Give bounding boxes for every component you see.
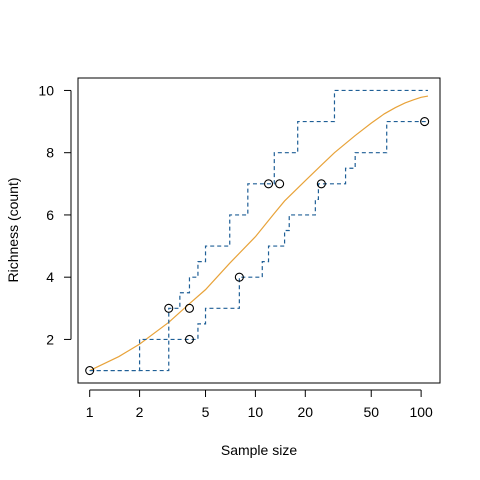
- x-tick-label: 2: [136, 404, 144, 420]
- y-tick-label: 4: [46, 269, 54, 285]
- x-axis: 1 2 5 10 20 50 100: [86, 389, 433, 420]
- y-tick-label: 2: [46, 331, 54, 347]
- observed-point: [263, 179, 274, 189]
- x-axis-title: Sample size: [221, 442, 297, 458]
- observed-point: [420, 117, 430, 127]
- x-tick-label: 10: [248, 404, 264, 420]
- y-axis-title: Richness (count): [5, 177, 21, 282]
- y-axis: 2 4 6 8 10: [38, 82, 72, 347]
- x-tick-label: 1: [86, 404, 94, 420]
- observed-point: [164, 303, 174, 313]
- points-layer: [85, 117, 430, 376]
- observed-point: [184, 303, 195, 313]
- x-tick-label: 100: [409, 404, 433, 420]
- observed-point: [316, 179, 326, 189]
- y-tick-label: 6: [46, 207, 54, 223]
- x-tick-label: 5: [202, 404, 210, 420]
- series-upper-line: [89, 89, 428, 372]
- x-tick-label: 50: [363, 404, 379, 420]
- y-tick-label: 10: [38, 82, 54, 98]
- y-tick-label: 8: [46, 145, 54, 161]
- observed-point: [184, 334, 195, 344]
- series-estimate-line: [89, 95, 429, 372]
- plot-frame: [77, 77, 441, 384]
- observed-point: [275, 179, 285, 189]
- series-layer: [89, 89, 429, 372]
- observed-point: [85, 366, 95, 376]
- series-lower-line: [89, 120, 428, 372]
- x-tick-label: 20: [298, 404, 314, 420]
- observed-point: [234, 272, 244, 282]
